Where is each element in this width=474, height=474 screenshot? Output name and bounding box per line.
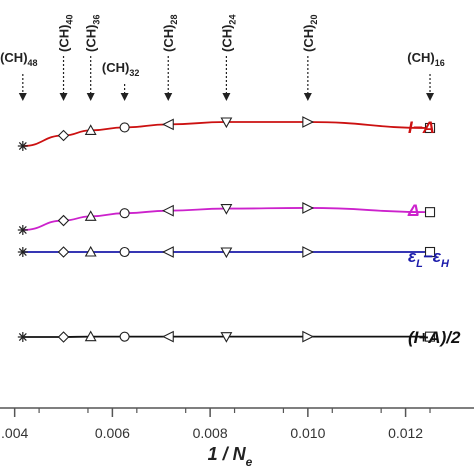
molecule-label: (CH)40	[57, 15, 75, 101]
molecule-arrow-head	[59, 93, 68, 101]
plot-area: I−A ΔεL−εH (I+A)/2	[17, 116, 461, 347]
molecule-label: (CH)36	[84, 15, 102, 101]
molecule-label-text: (CH)48	[0, 50, 37, 68]
x-tick-label: 0.010	[290, 425, 325, 441]
data-point-circle	[119, 208, 130, 219]
data-point-diamond	[57, 246, 70, 258]
molecule-annotations: (CH)48(CH)40(CH)36(CH)32(CH)28(CH)24(CH)…	[0, 15, 445, 101]
series-label-part: H	[441, 258, 450, 270]
molecule-label-text: (CH)24	[219, 15, 237, 52]
x-tick-label: .004	[1, 425, 28, 441]
data-point-circle	[119, 331, 130, 342]
molecule-arrow-head	[18, 93, 27, 101]
molecule-sub: 24	[227, 15, 237, 25]
data-point-triangle-up	[84, 245, 97, 257]
molecule-label-text: (CH)40	[57, 15, 75, 52]
molecule-label-text: (CH)36	[84, 15, 102, 52]
data-point-square	[424, 246, 436, 258]
series-label: Δ	[407, 201, 419, 220]
series-3: (I+A)/2	[17, 328, 461, 347]
data-point-triangle-left	[162, 246, 174, 258]
data-point-asterisk	[17, 247, 28, 257]
data-point-triangle-up	[84, 210, 97, 221]
series-2: εL−εH	[17, 245, 450, 270]
molecule-sub: 48	[28, 58, 38, 68]
molecule-base: (CH)	[102, 60, 129, 75]
molecule-base: (CH)	[301, 25, 316, 52]
data-point-circle	[119, 246, 130, 258]
molecule-base: (CH)	[57, 25, 72, 52]
molecule-sub: 28	[169, 15, 179, 25]
x-axis-label: 1 / Ne	[208, 444, 253, 469]
data-point-triangle-left	[162, 330, 174, 343]
data-point-asterisk	[17, 332, 28, 342]
series-label-part: ε	[408, 247, 417, 266]
molecule-base: (CH)	[84, 25, 99, 52]
molecule-arrow-head	[86, 93, 95, 101]
series-label-part: I−A	[408, 118, 435, 137]
series-label: I−A	[408, 118, 435, 137]
molecule-label: (CH)28	[161, 15, 179, 101]
x-axis-label-sub: e	[246, 455, 253, 469]
molecule-label-text: (CH)28	[161, 15, 179, 52]
molecule-label: (CH)48	[0, 50, 38, 101]
series-label-part: Δ	[407, 201, 419, 220]
data-point-diamond	[57, 331, 70, 343]
data-point-triangle-left	[162, 118, 174, 131]
molecule-label: (CH)24	[219, 15, 237, 101]
data-point-diamond	[57, 214, 70, 227]
data-point-triangle-right	[302, 246, 315, 258]
x-tick-label: 0.012	[388, 425, 423, 441]
data-point-diamond	[57, 129, 70, 142]
data-point-square	[424, 207, 436, 218]
series-label-part: L	[416, 258, 423, 270]
data-point-triangle-right	[302, 330, 315, 343]
molecule-base: (CH)	[161, 25, 176, 52]
data-point-triangle-right	[302, 202, 315, 214]
data-point-asterisk	[17, 141, 28, 151]
molecule-arrow-head	[426, 93, 435, 101]
data-point-triangle-down	[220, 117, 233, 129]
data-point-triangle-down	[220, 204, 233, 215]
series-label-part: −ε	[423, 247, 442, 266]
molecule-label-text: (CH)20	[301, 15, 319, 52]
molecule-label-text: (CH)16	[407, 50, 444, 68]
molecule-arrow-head	[303, 93, 312, 101]
x-axis-label-main: 1 / N	[208, 444, 247, 464]
data-point-square	[424, 331, 436, 342]
molecule-label-text: (CH)32	[102, 60, 139, 78]
molecule-sub: 40	[65, 15, 75, 25]
data-point-asterisk	[17, 225, 28, 235]
data-point-triangle-up	[84, 124, 97, 135]
x-tick-label: 0.008	[193, 425, 228, 441]
molecule-sub: 32	[129, 68, 139, 78]
x-axis: .004 0.006 0.008 0.010 0.012	[0, 407, 474, 441]
data-point-triangle-left	[162, 204, 174, 217]
data-point-triangle-right	[302, 116, 315, 128]
series-label: (I+A)/2	[408, 328, 461, 347]
series-label-part: (I+A)/2	[408, 328, 461, 347]
molecule-arrow-head	[120, 93, 129, 101]
series-0: I−A	[17, 116, 436, 151]
series-1: Δ	[17, 201, 436, 235]
molecule-base: (CH)	[219, 25, 234, 52]
data-point-triangle-up	[84, 330, 97, 342]
data-point-triangle-down	[220, 332, 233, 343]
molecule-sub: 20	[309, 15, 319, 25]
x-tick-label: 0.006	[95, 425, 130, 441]
molecule-arrow-head	[164, 93, 173, 101]
molecule-arrow-head	[222, 93, 231, 101]
data-point-square	[424, 122, 436, 134]
molecule-label: (CH)16	[407, 50, 445, 101]
molecule-base: (CH)	[0, 50, 27, 65]
molecule-label: (CH)20	[301, 15, 319, 101]
molecule-base: (CH)	[407, 50, 434, 65]
data-point-circle	[119, 122, 130, 133]
molecule-sub: 36	[92, 15, 102, 25]
data-point-triangle-down	[220, 247, 233, 259]
series-label: εL−εH	[408, 247, 450, 270]
molecule-sub: 16	[435, 58, 445, 68]
molecule-label: (CH)32	[102, 60, 139, 101]
